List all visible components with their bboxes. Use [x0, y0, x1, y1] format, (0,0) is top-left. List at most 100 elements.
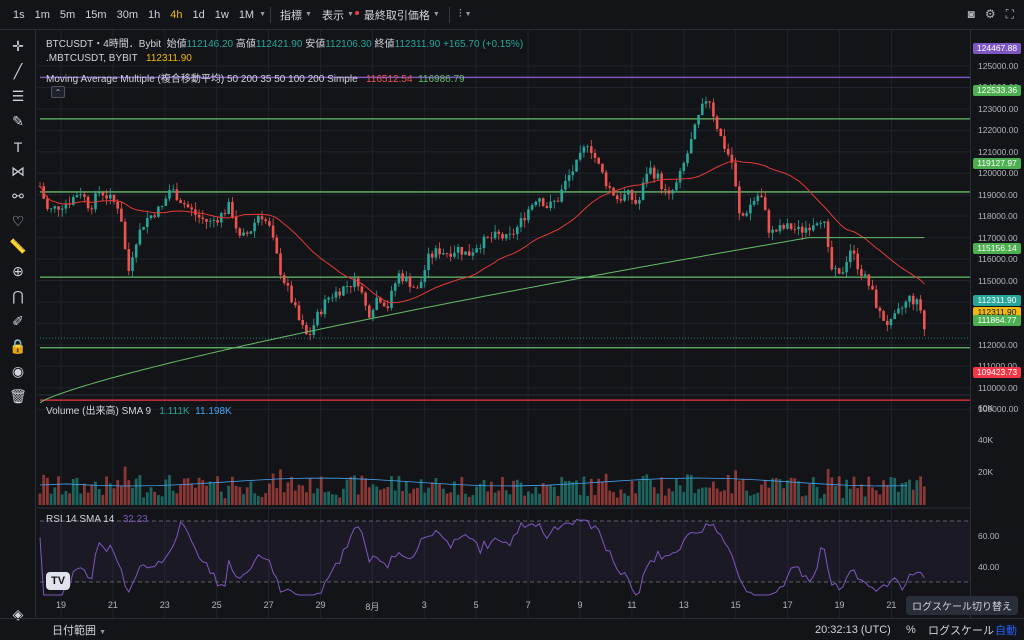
rsi-label[interactable]: RSI 14 SMA 14	[46, 514, 115, 525]
candle-up	[893, 313, 896, 320]
ruler-icon[interactable]: 📏	[9, 238, 27, 254]
volume-bar	[904, 482, 908, 505]
display-menu[interactable]: 表示 ▼	[317, 7, 359, 23]
settings-icon[interactable]: ⚙	[984, 7, 996, 21]
timeframe-1h[interactable]: 1h	[148, 8, 161, 21]
measure-tools-icon[interactable]: ⚯	[12, 188, 24, 204]
candle-down	[368, 305, 371, 318]
volume-bar	[46, 477, 49, 505]
trend-line-icon[interactable]: ╱	[13, 63, 23, 79]
layers-icon[interactable]: ◈	[12, 606, 24, 622]
volume-bar	[856, 488, 860, 505]
volume-label[interactable]: Volume (出来高) SMA 9	[46, 406, 152, 417]
volume-bar	[915, 480, 919, 505]
pattern-icon[interactable]: ⋈	[11, 163, 25, 179]
heart-icon[interactable]: ♡	[11, 213, 25, 229]
volume-bar	[297, 484, 301, 505]
timeframe-1d[interactable]: 1d	[192, 8, 205, 21]
volume-bar	[660, 477, 663, 505]
trash-icon[interactable]: 🗑	[9, 388, 27, 404]
volume-bar	[726, 475, 730, 505]
volume-bar	[364, 478, 367, 505]
auto-scale-toggle[interactable]: 自動	[995, 624, 1017, 637]
horizontal-lines-icon[interactable]: ☰	[11, 88, 25, 104]
chart-type-menu[interactable]: ⫶ ▼	[454, 8, 477, 21]
candle-up	[578, 152, 582, 160]
candle-down	[305, 324, 308, 335]
volume-bar	[700, 487, 704, 505]
fullscreen-icon[interactable]: ⛶	[1005, 7, 1014, 21]
tradingview-logo[interactable]: TV	[46, 572, 70, 590]
collapse-legend-button[interactable]: ⌃	[51, 86, 65, 98]
timeframe-1M[interactable]: 1M	[238, 8, 255, 21]
price-scale[interactable]	[970, 30, 1024, 618]
timeframe-1m[interactable]: 1m	[34, 8, 50, 21]
log-scale-toggle[interactable]: ログスケール	[928, 624, 994, 637]
price-line-badge[interactable]: 112311.90	[973, 294, 1021, 306]
last-price-menu[interactable]: 最終取引価格 ▼	[359, 7, 445, 23]
candle-down	[760, 195, 763, 198]
candle-down	[830, 247, 834, 270]
timeframe-15m[interactable]: 15m	[85, 8, 107, 21]
candle-down	[416, 287, 419, 289]
price-line-badge[interactable]: 112311.90	[973, 306, 1021, 318]
price-line-badge[interactable]: 119127.97	[973, 157, 1021, 169]
candle-down	[83, 194, 86, 197]
price-line-badge[interactable]: 109423.73	[973, 366, 1021, 378]
chart-canvas[interactable]	[37, 30, 970, 618]
percent-toggle[interactable]: %	[906, 623, 916, 636]
date-range-button[interactable]: 日付範囲 ▼	[52, 622, 106, 638]
candle-up	[390, 290, 393, 309]
lock-icon[interactable]: 🔒	[9, 338, 27, 354]
volume-bar	[497, 490, 501, 505]
timeframe-4h[interactable]: 4h	[170, 8, 183, 21]
volume-bar	[164, 479, 168, 505]
zoom-in-icon[interactable]: ⊕	[12, 263, 24, 279]
candlestick-icon: ⫶	[458, 8, 462, 20]
date-tick-label: 9	[577, 600, 583, 610]
timeframe-30m[interactable]: 30m	[116, 8, 138, 21]
symbol-label[interactable]: BTCUSDT・4時間．Bybit	[46, 39, 162, 50]
volume-bar	[652, 487, 656, 505]
text-icon[interactable]: T	[13, 138, 23, 155]
candle-up	[405, 276, 408, 282]
clock[interactable]: 20:32:13 (UTC)	[815, 623, 891, 636]
timeframe-1s[interactable]: 1s	[13, 8, 25, 21]
volume-bar	[38, 493, 42, 505]
volume-bar	[841, 498, 845, 505]
chart-area[interactable]	[37, 30, 970, 618]
volume-bar	[889, 476, 893, 505]
candle-down	[301, 320, 304, 325]
indicators-menu[interactable]: 指標 ▼	[275, 7, 317, 23]
price-line-badge[interactable]: 111864.77	[973, 314, 1021, 326]
candle-down	[634, 199, 637, 204]
volume-tick-label: 20K	[978, 467, 994, 477]
timeframe-1w[interactable]: 1w	[214, 8, 229, 21]
volume-bar	[467, 496, 471, 505]
price-line-badge[interactable]: 122533.36	[973, 84, 1021, 96]
timeframe-dropdown-icon[interactable]: ▼	[259, 11, 267, 18]
volume-bar	[767, 487, 771, 505]
volume-bar	[445, 493, 449, 505]
ma-label[interactable]: Moving Average Multiple (複合移動平均) 50 200 …	[46, 74, 358, 85]
price-line-badge[interactable]: 115156.14	[973, 242, 1021, 254]
volume-bar	[179, 484, 182, 505]
volume-bar	[312, 493, 316, 505]
candle-down	[153, 215, 156, 217]
camera-icon[interactable]: ◙	[967, 7, 975, 21]
price-tick-label: 121000.00	[978, 146, 1019, 157]
brush-icon[interactable]: ✎	[12, 113, 24, 129]
volume-bar	[571, 482, 575, 505]
top-right-tools: ◙ ⚙ ⛶	[968, 7, 1014, 22]
candle-down	[660, 173, 663, 190]
chevron-down-icon: ▼	[305, 11, 312, 18]
price-tick-label: 125000.00	[978, 61, 1019, 71]
eye-icon[interactable]: ◉	[11, 363, 25, 379]
price-line-badge[interactable]: 124467.88	[973, 42, 1021, 54]
timeframe-5m[interactable]: 5m	[59, 8, 76, 21]
crosshair-icon[interactable]: ✛	[12, 38, 24, 54]
candle-down	[123, 221, 127, 250]
mark-symbol[interactable]: .MBTCUSDT, BYBIT	[46, 53, 138, 64]
magnet-icon[interactable]: ⋂	[12, 288, 24, 304]
lock-drawing-icon[interactable]: ✐	[12, 313, 24, 329]
